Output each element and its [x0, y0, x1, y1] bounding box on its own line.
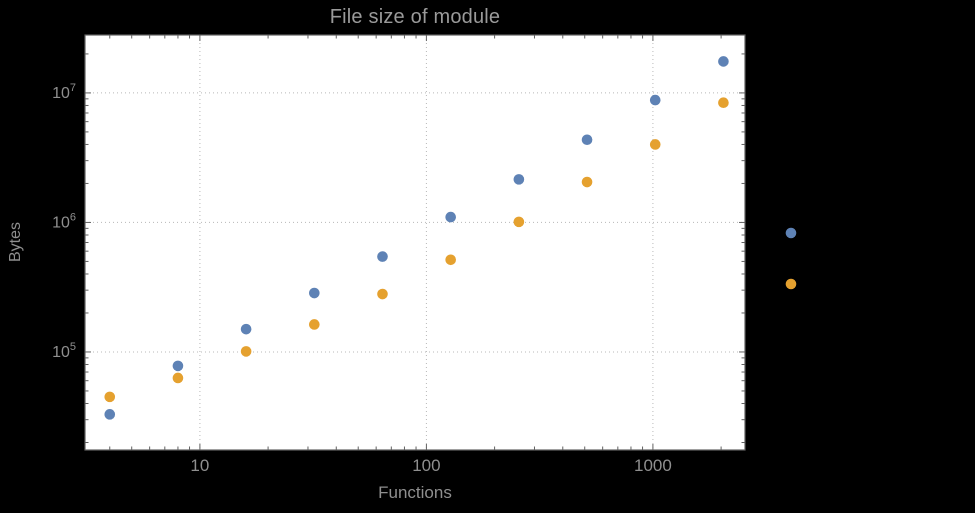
data-point-series-2-orange: [309, 319, 320, 330]
data-point-series-1-blue: [309, 287, 320, 299]
data-point-series-1-blue: [513, 174, 525, 185]
y-tick-label: 107: [52, 82, 76, 102]
x-tick-label: 100: [412, 456, 440, 475]
data-point-series-1-blue: [104, 409, 116, 420]
y-tick-label: 105: [52, 341, 76, 361]
data-point-series-1-blue: [649, 94, 661, 106]
data-point-series-2-orange: [240, 346, 252, 357]
data-point-series-2-orange: [649, 139, 661, 150]
data-point-series-2-orange: [581, 176, 593, 188]
x-tick-label: 1000: [634, 456, 672, 475]
legend-marker-series-2-orange: [785, 278, 797, 290]
data-point-series-1-blue: [377, 251, 388, 262]
data-point-series-2-orange: [513, 216, 525, 228]
data-point-series-2-orange: [718, 97, 729, 109]
chart-title: File size of module: [329, 6, 501, 28]
y-axis-label: Bytes: [7, 221, 24, 263]
data-point-series-1-blue: [445, 211, 456, 223]
data-point-series-2-orange: [377, 288, 388, 300]
data-point-series-2-orange: [445, 254, 456, 266]
data-point-series-2-orange: [104, 391, 116, 403]
x-tick-label: 10: [190, 456, 209, 475]
x-axis-label: Functions: [378, 483, 452, 502]
plot-frame: [84, 34, 746, 451]
y-tick-label: 106: [52, 211, 76, 231]
data-point-series-2-orange: [172, 372, 184, 384]
data-point-series-1-blue: [172, 360, 184, 372]
data-point-series-1-blue: [718, 56, 729, 67]
data-point-series-1-blue: [240, 323, 252, 335]
plot-area: [85, 35, 745, 450]
data-point-series-1-blue: [581, 134, 593, 146]
legend-marker-series-1-blue: [785, 227, 797, 239]
